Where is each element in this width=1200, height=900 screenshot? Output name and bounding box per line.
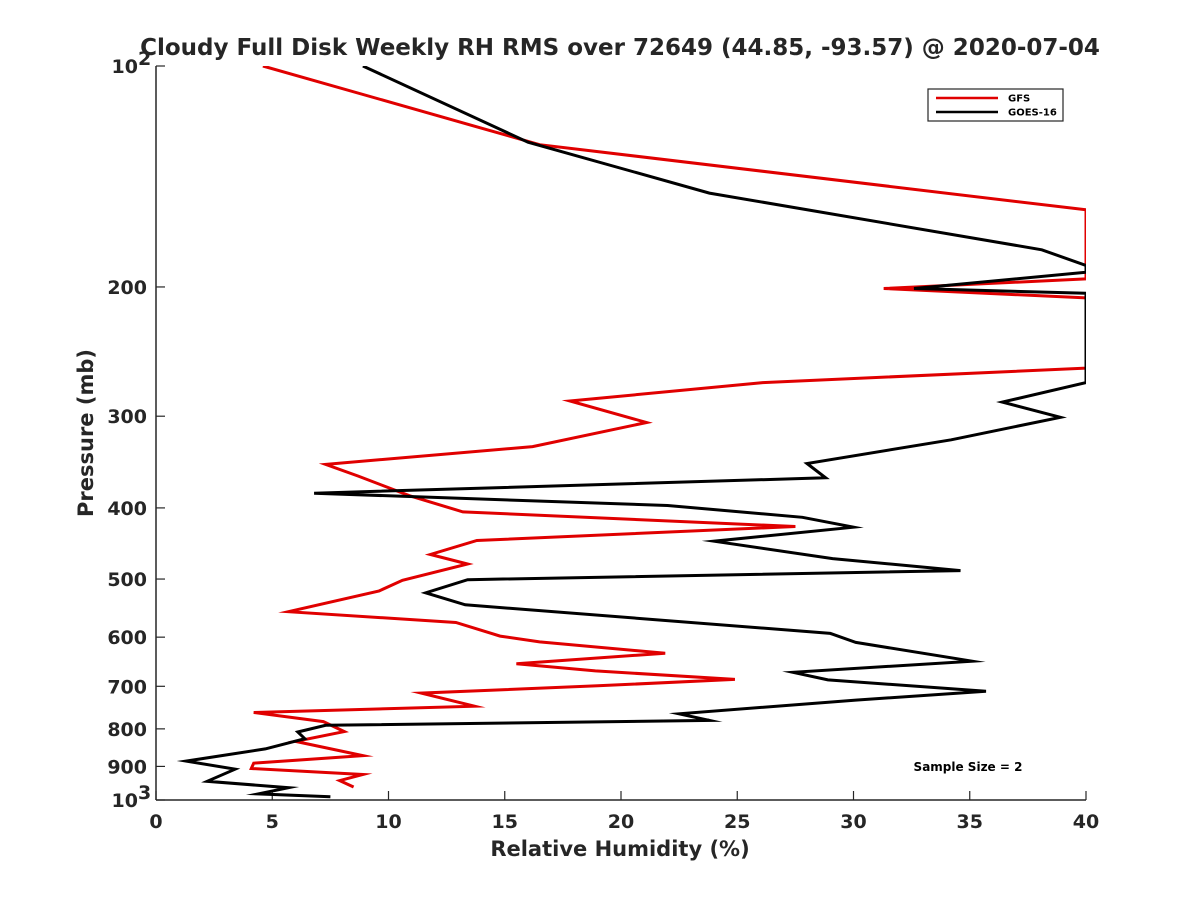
y-tick-label: 500 bbox=[107, 569, 147, 591]
series-line-gfs bbox=[249, 66, 1086, 789]
y-tick-label: 900 bbox=[107, 756, 147, 778]
legend-box bbox=[927, 88, 1064, 122]
y-axis-label: Pressure (mb) bbox=[74, 349, 98, 517]
sample-size-note: Sample Size = 2 bbox=[914, 760, 1023, 774]
y-tick-exponent: 2 bbox=[138, 48, 151, 70]
y-tick-label: 800 bbox=[107, 719, 147, 741]
legend: GFS GOES-16 bbox=[927, 88, 1064, 122]
x-tick-label: 25 bbox=[724, 811, 750, 833]
chart-title: Cloudy Full Disk Weekly RH RMS over 7264… bbox=[140, 35, 1100, 61]
x-tick-label: 5 bbox=[266, 811, 279, 833]
y-tick-exponent: 3 bbox=[138, 782, 151, 804]
x-tick-label: 0 bbox=[149, 811, 162, 833]
y-tick-label: 10 bbox=[112, 56, 138, 78]
y-tick-label: 700 bbox=[107, 676, 147, 698]
y-tick-label: 600 bbox=[107, 627, 147, 649]
y-tick-label: 10 bbox=[112, 790, 138, 812]
x-tick-label: 10 bbox=[375, 811, 401, 833]
series-group bbox=[176, 66, 1086, 799]
y-tick-label: 200 bbox=[107, 277, 147, 299]
series-line-goes16 bbox=[176, 66, 1086, 799]
x-tick-label: 35 bbox=[957, 811, 983, 833]
x-tick-label: 15 bbox=[492, 811, 518, 833]
x-axis-label: Relative Humidity (%) bbox=[490, 837, 749, 861]
legend-entry-label: GFS bbox=[1008, 94, 1030, 105]
x-tick-label: 40 bbox=[1073, 811, 1099, 833]
y-tick-label: 300 bbox=[107, 406, 147, 428]
legend-entry-label: GOES-16 bbox=[1008, 108, 1057, 119]
x-tick-label: 20 bbox=[608, 811, 634, 833]
y-tick-label: 400 bbox=[107, 498, 147, 520]
x-tick-label: 30 bbox=[840, 811, 866, 833]
